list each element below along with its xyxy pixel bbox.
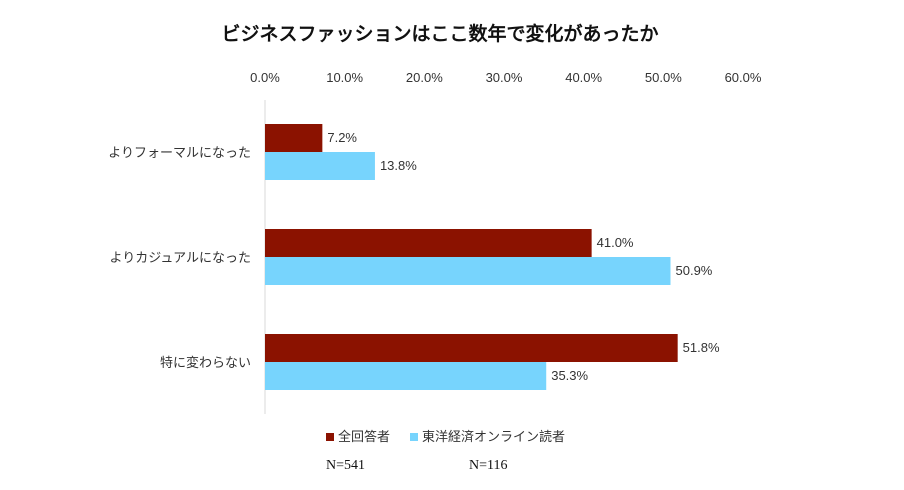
legend: 全回答者 東洋経済オンライン読者 (326, 429, 565, 445)
bar-all-respondents (265, 334, 678, 362)
chart-title: ビジネスファッションはここ数年で変化があったか (221, 22, 658, 45)
category-label: 特に変わらない (160, 355, 251, 371)
bar-toyo-keizai-readers (265, 152, 375, 180)
x-tick-label: 40.0% (565, 70, 602, 85)
data-label: 35.3% (551, 368, 588, 383)
bar-all-respondents (265, 124, 323, 152)
data-label: 41.0% (597, 235, 634, 250)
data-labels: 7.2% 13.8% 41.0% 50.9% 51.8% 35.3% (327, 130, 720, 383)
x-tick-label: 20.0% (406, 70, 443, 85)
data-label: 51.8% (683, 340, 720, 355)
legend-label-toyo-keizai-readers: 東洋経済オンライン読者 (422, 429, 565, 445)
sample-size-all: N=541 (326, 458, 365, 473)
data-label: 13.8% (380, 158, 417, 173)
x-tick-label: 0.0% (250, 70, 280, 85)
bars (265, 124, 678, 390)
data-label: 7.2% (327, 130, 357, 145)
sample-size-readers: N=116 (469, 458, 508, 473)
legend-label-all-respondents: 全回答者 (338, 429, 390, 445)
legend-swatch-toyo-keizai-readers (410, 433, 418, 441)
bar-all-respondents (265, 229, 592, 257)
data-label: 50.9% (676, 263, 713, 278)
category-label: よりカジュアルになった (110, 251, 251, 266)
x-tick-label: 30.0% (486, 70, 523, 85)
x-tick-label: 10.0% (326, 70, 363, 85)
bar-toyo-keizai-readers (265, 362, 547, 390)
x-axis-ticks: 0.0% 10.0% 20.0% 30.0% 40.0% 50.0% 60.0% (250, 70, 762, 85)
category-label: よりフォーマルになった (108, 146, 251, 161)
x-tick-label: 50.0% (645, 70, 682, 85)
x-tick-label: 60.0% (725, 70, 762, 85)
bar-toyo-keizai-readers (265, 257, 671, 285)
legend-swatch-all-respondents (326, 433, 334, 441)
